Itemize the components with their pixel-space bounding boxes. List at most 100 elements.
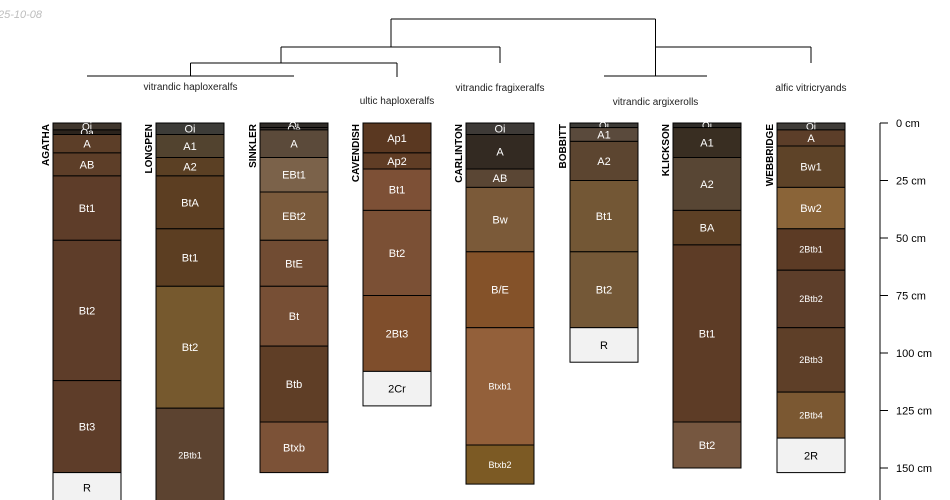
profile-cavendish: CAVENDISH Ap1 Ap2 Bt1 Bt2 2Bt3 2Cr (351, 122, 432, 407)
horizon-layer (776, 145, 846, 188)
horizon-label: Oi (82, 122, 92, 133)
horizon-label: Bt1 (699, 328, 716, 340)
horizon-layer (672, 209, 742, 246)
taxonomy-dendrogram: vitrandic haploxeralfs ultic haploxeralfs… (87, 18, 847, 108)
horizon-layer (155, 285, 225, 409)
horizon-layer (569, 140, 639, 181)
profile-carlinton: CARLINTON Oi A AB Bw B/E Btxb1 Btxb2 (454, 122, 535, 485)
axis-tick-label: 0 cm (896, 118, 920, 130)
horizon-label: Bt2 (79, 305, 96, 317)
horizon-label: AB (493, 173, 508, 185)
horizon-label: A1 (700, 138, 713, 150)
horizon-layer (155, 407, 225, 500)
horizon-label: Bw1 (800, 162, 821, 174)
horizon-layer (776, 391, 846, 439)
axis-tick-label: 50 cm (896, 233, 926, 245)
axis-tick-label: 150 cm (896, 463, 932, 475)
horizon-label: Oi (495, 124, 506, 136)
horizon-layer (465, 327, 535, 446)
horizon-layer (259, 285, 329, 347)
horizon-label: B/E (491, 285, 509, 297)
horizon-layer (776, 269, 846, 329)
axis-tick-label: 125 cm (896, 406, 932, 418)
profile-klickson: KLICKSON Oi A1 A2 BA Bt1 Bt2 (661, 121, 742, 469)
profile-name: WEBBRIDGE (765, 124, 776, 187)
horizon-label: Oi (185, 124, 196, 136)
horizon-layer (465, 251, 535, 329)
horizon-label: A1 (597, 129, 610, 141)
horizon-label: Oi (599, 121, 609, 132)
profile-name: CAVENDISH (351, 124, 362, 182)
horizon-layer (569, 251, 639, 329)
horizon-label: 2Btb2 (799, 294, 823, 304)
horizon-label: Btxb1 (488, 382, 511, 392)
horizon-layer (259, 129, 329, 158)
profile-longpen: LONGPEN Oi A1 A2 BtA Bt1 Bt2 2Btb1 (144, 122, 225, 500)
horizon-label: BtE (285, 258, 303, 270)
taxon-label: vitrandic argixerolls (613, 97, 699, 108)
horizon-label: EBt1 (282, 170, 306, 182)
horizon-label: EBt2 (282, 211, 306, 223)
horizon-label: Bt2 (699, 440, 716, 452)
horizon-layer (465, 186, 535, 253)
horizon-layer (569, 327, 639, 363)
horizon-label: Bt2 (389, 248, 406, 260)
horizon-label: A (290, 139, 298, 151)
horizon-label: Bt2 (182, 342, 199, 354)
axis-tick-label: 25 cm (896, 176, 926, 188)
horizon-layer (776, 228, 846, 271)
depth-axis: 0 cm 25 cm 50 cm 75 cm 100 cm 125 cm 150 cm (879, 118, 932, 500)
taxon-label: ultic haploxeralfs (360, 96, 434, 107)
taxon-label: alfic vitricryands (775, 83, 846, 94)
horizon-layer (52, 175, 122, 241)
horizon-label: BtA (181, 197, 199, 209)
horizon-label: A2 (597, 156, 610, 168)
horizon-layer (465, 444, 535, 485)
horizon-layer (259, 345, 329, 423)
horizon-layer (155, 175, 225, 230)
horizon-layer (362, 122, 432, 154)
profile-name: CARLINTON (454, 124, 465, 183)
horizon-label: A2 (183, 162, 196, 174)
horizon-label: R (600, 340, 608, 352)
profile-name: LONGPEN (144, 124, 155, 173)
horizon-layer (569, 180, 639, 253)
horizon-layer (259, 421, 329, 474)
horizon-layer (259, 239, 329, 287)
horizon-layer (672, 244, 742, 423)
horizon-label: Bw (492, 215, 507, 227)
horizon-label: 2R (804, 450, 818, 462)
profile-name: SINKLER (248, 123, 259, 168)
profile-webbridge: WEBBRIDGE OiA Bw1 Bw2 2Btb1 2Btb2 2Btb3 2Btb4 2R (765, 122, 846, 474)
horizon-layer (362, 295, 432, 372)
horizon-label: Bt1 (596, 211, 613, 223)
axis-tick-label: 75 cm (896, 291, 926, 303)
horizon-label: Bt (289, 311, 299, 323)
horizon-label: Oi (289, 121, 299, 132)
horizon-label: Ap1 (387, 133, 407, 145)
taxon-label: vitrandic haploxeralfs (144, 82, 238, 93)
horizon-label: Btxb2 (488, 460, 511, 470)
horizon-label: Bw2 (800, 203, 821, 215)
horizon-label: Bt1 (389, 185, 406, 197)
horizon-label: BA (700, 223, 715, 235)
horizon-label: Oa (80, 128, 94, 139)
horizon-layer (155, 228, 225, 287)
horizon-layer (362, 168, 432, 211)
horizon-label: 2Btb1 (178, 451, 202, 461)
horizon-layer (672, 127, 742, 158)
horizon-label: 2Cr (388, 384, 406, 396)
horizon-label: Ap2 (387, 156, 407, 168)
horizon-layer (672, 421, 742, 469)
horizon-layer (362, 370, 432, 407)
profile-sinkler: SINKLEROiOeAEBt1EBt2BtEBtBtbBtxb (248, 121, 329, 474)
profile-name: BOBBITT (558, 124, 569, 168)
horizon-layer (52, 472, 122, 500)
horizon-label: 2Bt3 (386, 328, 409, 340)
horizon-layer (776, 437, 846, 474)
horizon-layer (776, 186, 846, 230)
horizon-label: Bt1 (182, 253, 199, 265)
